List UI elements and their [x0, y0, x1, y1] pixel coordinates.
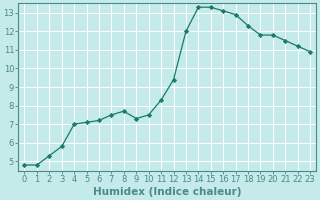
X-axis label: Humidex (Indice chaleur): Humidex (Indice chaleur) — [93, 187, 242, 197]
